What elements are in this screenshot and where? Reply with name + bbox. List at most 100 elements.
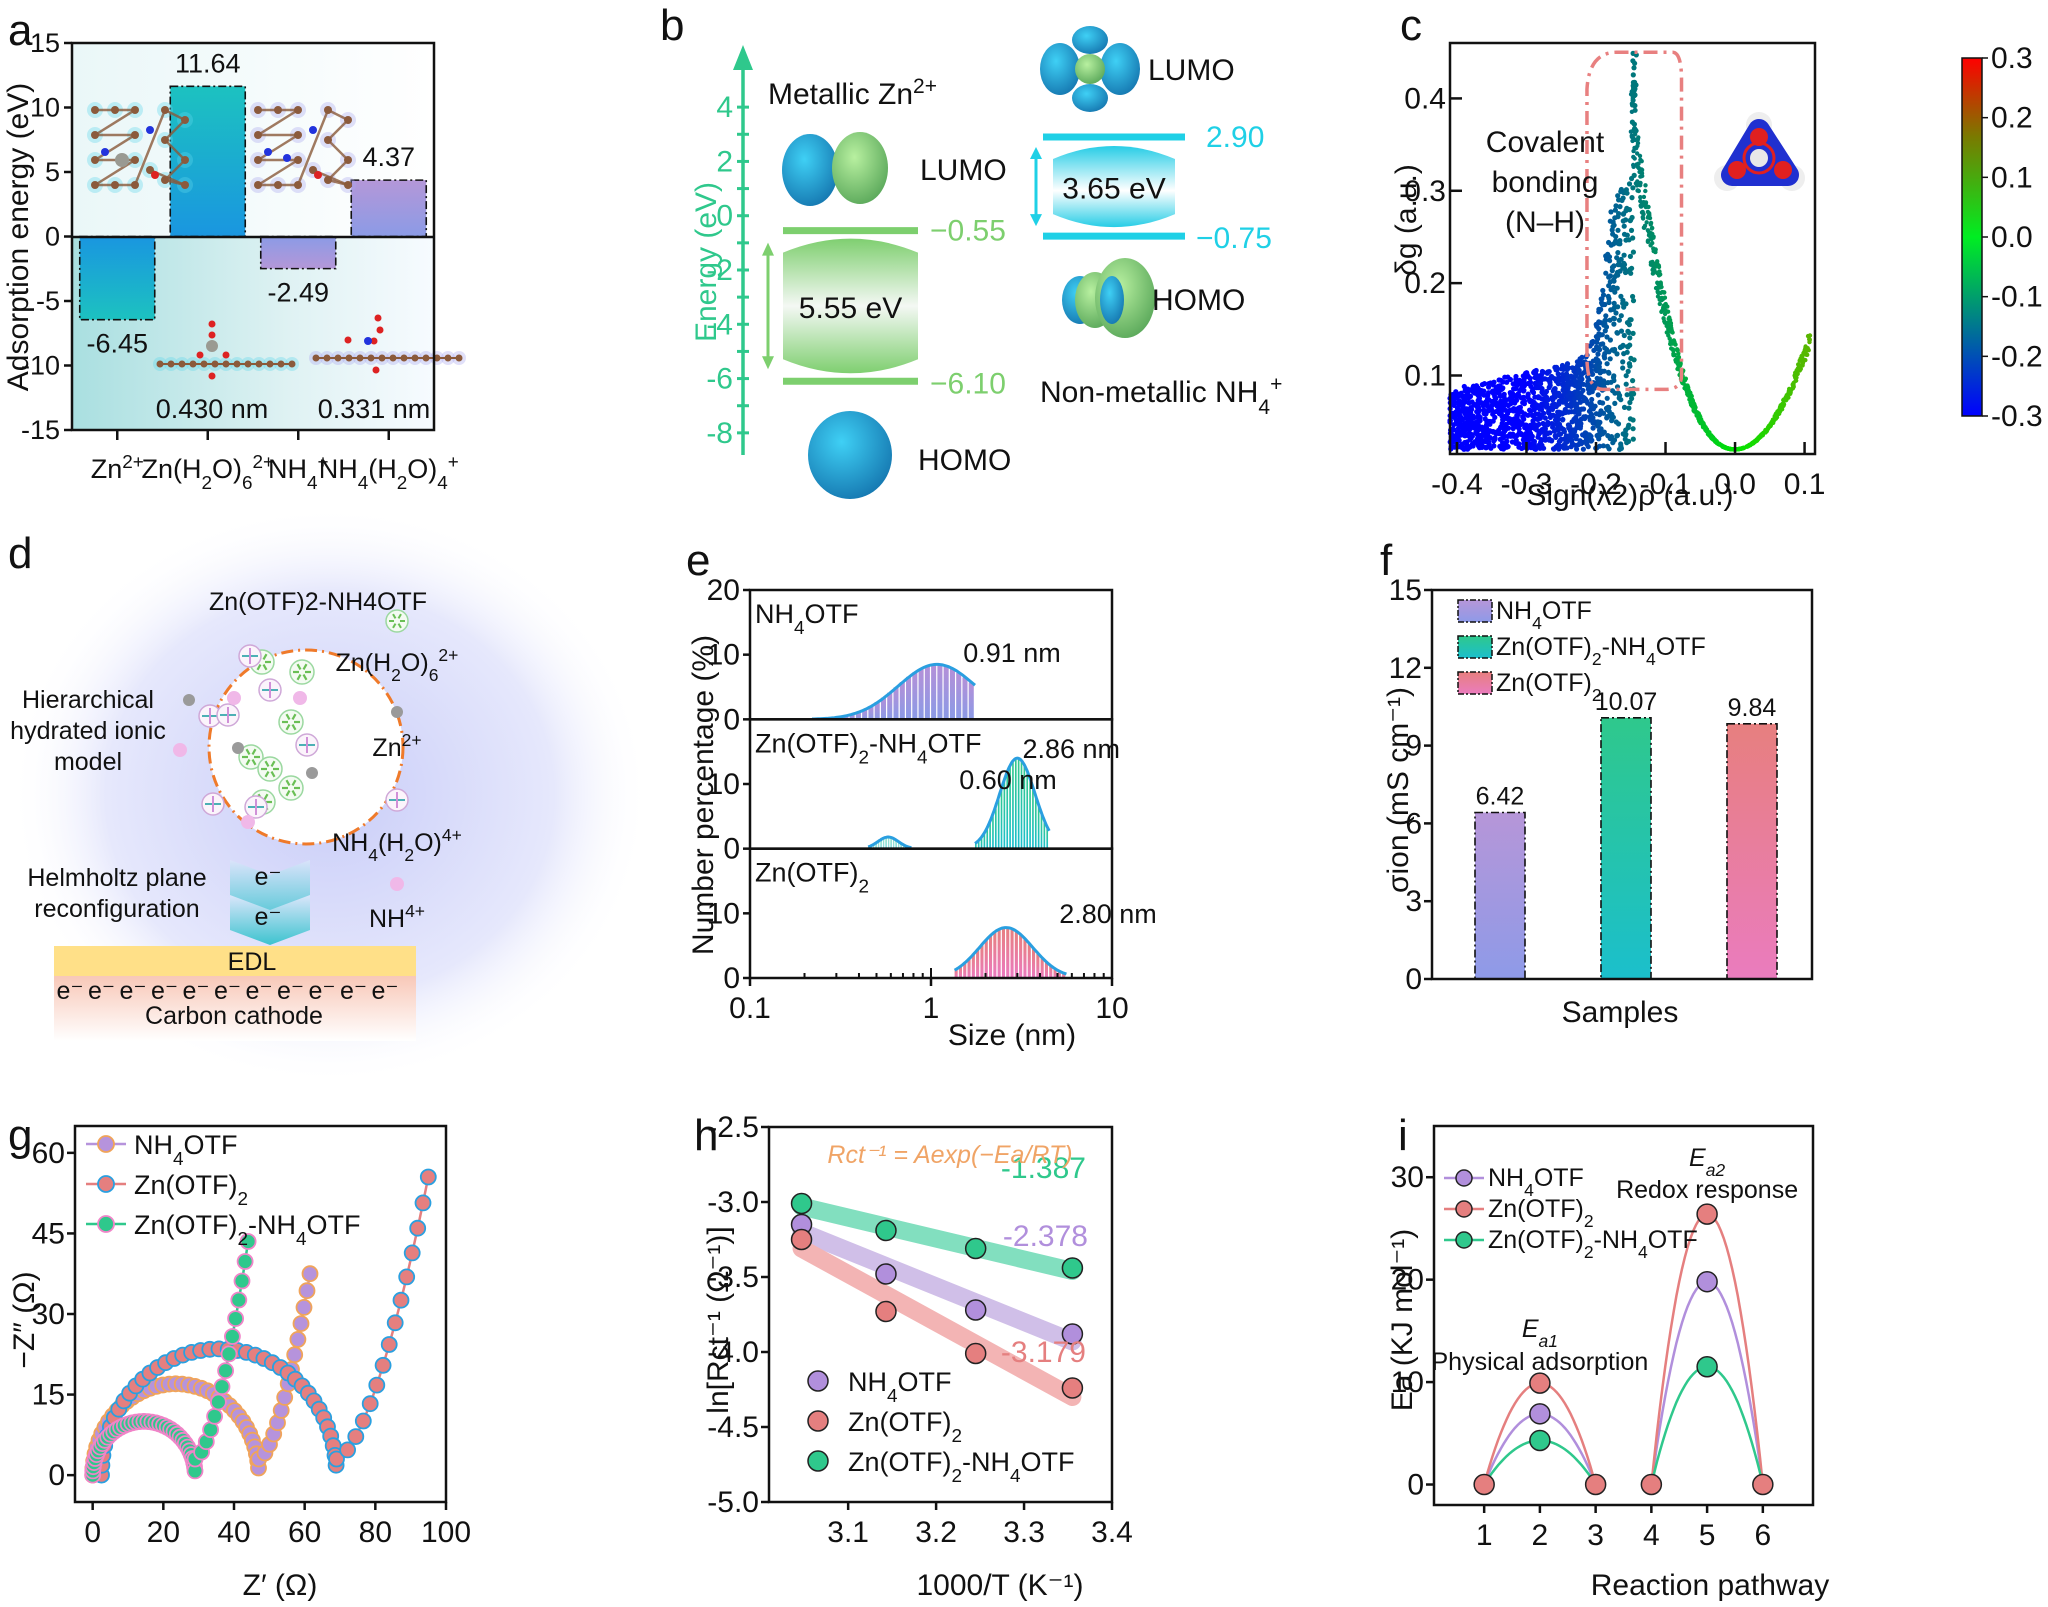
data-point: [295, 1299, 313, 1316]
data-point: [339, 1441, 357, 1459]
x-tick-label-Zn2+: Zn2+: [91, 452, 144, 485]
data-point: [1538, 439, 1544, 446]
data-point: [1509, 419, 1515, 425]
data-point: [1484, 434, 1491, 440]
hydrogen-atom: [1750, 149, 1768, 167]
data-point: [1660, 289, 1665, 295]
legend-label-Zn(OTF)2-NH4OTF: Zn(OTF)2-NH4OTF: [848, 1447, 1075, 1487]
data-point: [1514, 383, 1520, 389]
text-span: -NH: [1594, 1226, 1638, 1254]
bar-Zn2+: [78, 235, 156, 321]
data-point: [1478, 400, 1484, 406]
data-point: [1627, 335, 1633, 341]
data-point: [1608, 242, 1614, 248]
histogram-bar: [931, 664, 937, 720]
data-point: [1778, 403, 1784, 408]
data-point: [328, 1450, 345, 1468]
data-point: [1482, 425, 1488, 431]
hydrated-zinc-ion-icon: [238, 744, 264, 770]
data-point: [1529, 1372, 1551, 1394]
data-point: [1505, 410, 1511, 417]
data-point: [1615, 250, 1621, 256]
data-point: [1571, 368, 1577, 374]
panel-label-h: h: [694, 1111, 718, 1160]
carbon-atom: [294, 131, 302, 139]
panel-h-arrhenius: h -1.387 -2.378 -3.179 3.1 3.2 3.3 3.4 -2.5 -3.0…: [694, 1111, 1133, 1602]
data-point: [301, 1265, 319, 1283]
data-point: [1807, 337, 1812, 342]
data-point: [374, 1356, 392, 1374]
data-point: [1603, 313, 1609, 319]
bar-NH4OTF: [1474, 811, 1526, 980]
data-point: [1525, 391, 1531, 397]
data-point: [292, 1315, 310, 1332]
text-span: OTF: [1021, 1447, 1075, 1477]
edl-label: EDL: [228, 948, 277, 976]
text-span: 4: [368, 845, 378, 865]
data-point: [1603, 256, 1610, 262]
data-point: [1571, 428, 1577, 434]
arrhenius-equation: Rct⁻¹ = Aexp(−Ea/RT): [827, 1141, 1072, 1169]
text-span: 4: [437, 473, 448, 494]
data-point: [1624, 320, 1631, 326]
data-point: [1612, 240, 1619, 246]
y-tick-label: 10: [707, 639, 740, 672]
data-point: [1665, 309, 1671, 314]
data-point: [1527, 407, 1533, 413]
data-point: [1510, 425, 1516, 432]
legend-label-Zn(OTF)2: Zn(OTF)2: [1488, 1195, 1594, 1231]
data-point: [1631, 391, 1637, 397]
data-point: [1525, 380, 1531, 387]
text-span: 2: [858, 876, 869, 897]
data-point: [1465, 417, 1471, 423]
ion-spoke: [256, 664, 262, 671]
text-span: NH: [1496, 597, 1532, 625]
histogram-bar: [1023, 766, 1026, 849]
data-point: [1596, 346, 1602, 352]
bond: [257, 158, 299, 187]
data-point: [1607, 337, 1613, 343]
data-point: [1566, 425, 1572, 431]
histogram-bar: [893, 838, 894, 849]
data-point: [1572, 401, 1578, 407]
data-point: [1605, 251, 1611, 257]
data-point: [354, 1412, 372, 1430]
model-description-text: model: [54, 748, 122, 776]
histogram-bar: [924, 665, 930, 720]
data-point: [1491, 438, 1497, 444]
legend-label-NH4OTF: NH4OTF: [1496, 597, 1592, 633]
text-span: Zn(OTF): [134, 1210, 237, 1240]
data-point: [1474, 436, 1481, 442]
text-span: 4: [1258, 396, 1270, 419]
legend-marker: [97, 1175, 115, 1193]
data-point: [1501, 425, 1507, 431]
gap-label-nh4: 3.65 eV: [1062, 173, 1165, 206]
text-span: 2: [1592, 649, 1602, 669]
ion-shell: [278, 775, 304, 801]
histogram-bar: [888, 837, 889, 849]
data-point: [1640, 216, 1646, 221]
carbon-atom: [181, 181, 189, 189]
bond: [94, 133, 136, 162]
ammonium-ion-icon: [227, 691, 241, 705]
data-point: [875, 1300, 897, 1323]
data-point: [1450, 398, 1456, 404]
data-point: [1633, 181, 1639, 186]
plot-frame: [1448, 41, 1817, 456]
data-point: [1617, 392, 1623, 399]
hydrated-ammonium-ion-icon: [244, 795, 268, 819]
histogram-bar: [992, 812, 994, 849]
y-axis-label-b: Energy (eV): [690, 182, 723, 342]
x-tick-label: 6: [1754, 1519, 1771, 1552]
data-point: [1630, 417, 1636, 423]
y-tick-label: -10: [21, 351, 60, 381]
histogram-bar: [1009, 764, 1011, 849]
data-point: [1584, 1473, 1607, 1496]
annotation-ea1: Ea1: [1522, 1315, 1558, 1351]
data-point: [1703, 425, 1708, 430]
y-tick-label: 45: [32, 1217, 65, 1250]
text-span: O): [414, 829, 442, 857]
histogram-bar: [958, 965, 962, 978]
orbital-lobe-icon: [1072, 26, 1108, 54]
data-point: [1621, 404, 1628, 410]
